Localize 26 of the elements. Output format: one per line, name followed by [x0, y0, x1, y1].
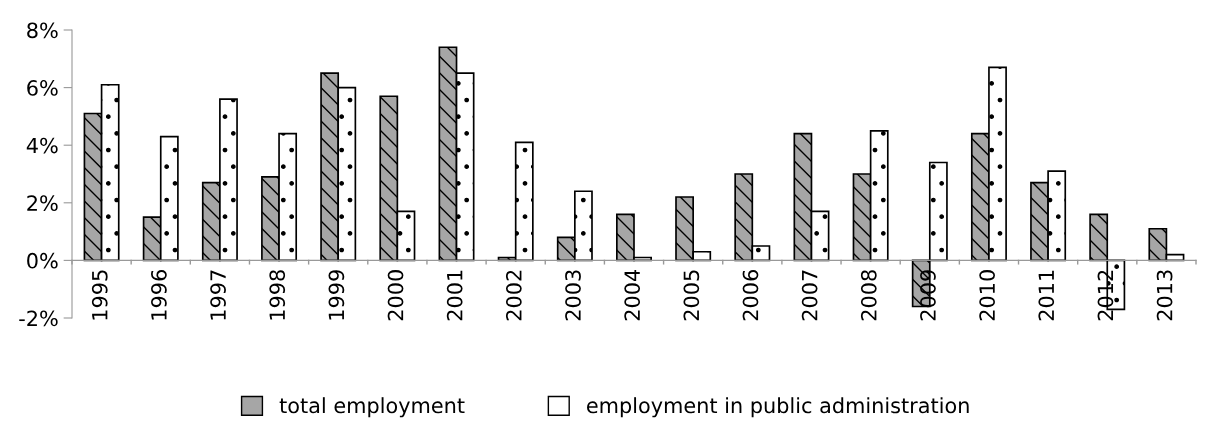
x-tick-label: 2004: [624, 269, 641, 321]
y-tick-label: -2%: [19, 310, 58, 327]
x-tick-label: 2001: [446, 270, 463, 321]
x-tick-label: 1997: [210, 270, 226, 320]
x-tick-label: 1998: [269, 270, 286, 320]
y-tick-label: 8%: [27, 22, 58, 39]
x-tick-label: 1996: [151, 270, 167, 320]
legend-label: employment in public administration: [587, 397, 969, 418]
legend-label: total employment: [279, 397, 465, 418]
y-tick-label: 2%: [27, 195, 58, 212]
x-tick-label: 2008: [860, 270, 877, 321]
x-tick-label: 2005: [683, 270, 700, 321]
x-tick-label: 2007: [801, 270, 818, 321]
x-tick-label: 2003: [565, 270, 581, 321]
x-tick-label: 1995: [91, 270, 108, 320]
y-tick-label: 6%: [27, 80, 58, 96]
x-tick-label: 2010: [979, 270, 995, 321]
x-tick-label: 2011: [1038, 270, 1055, 321]
y-tick-label: 4%: [26, 137, 58, 154]
x-tick-label: 2006: [742, 270, 759, 321]
x-tick-label: 2013: [1156, 270, 1173, 321]
x-tick-label: 1999: [328, 270, 345, 320]
x-tick-label: 2002: [505, 270, 522, 321]
x-tick-label: 2012: [1097, 270, 1114, 321]
x-tick-label: 2000: [387, 270, 404, 321]
y-tick-label: 0%: [27, 252, 58, 269]
